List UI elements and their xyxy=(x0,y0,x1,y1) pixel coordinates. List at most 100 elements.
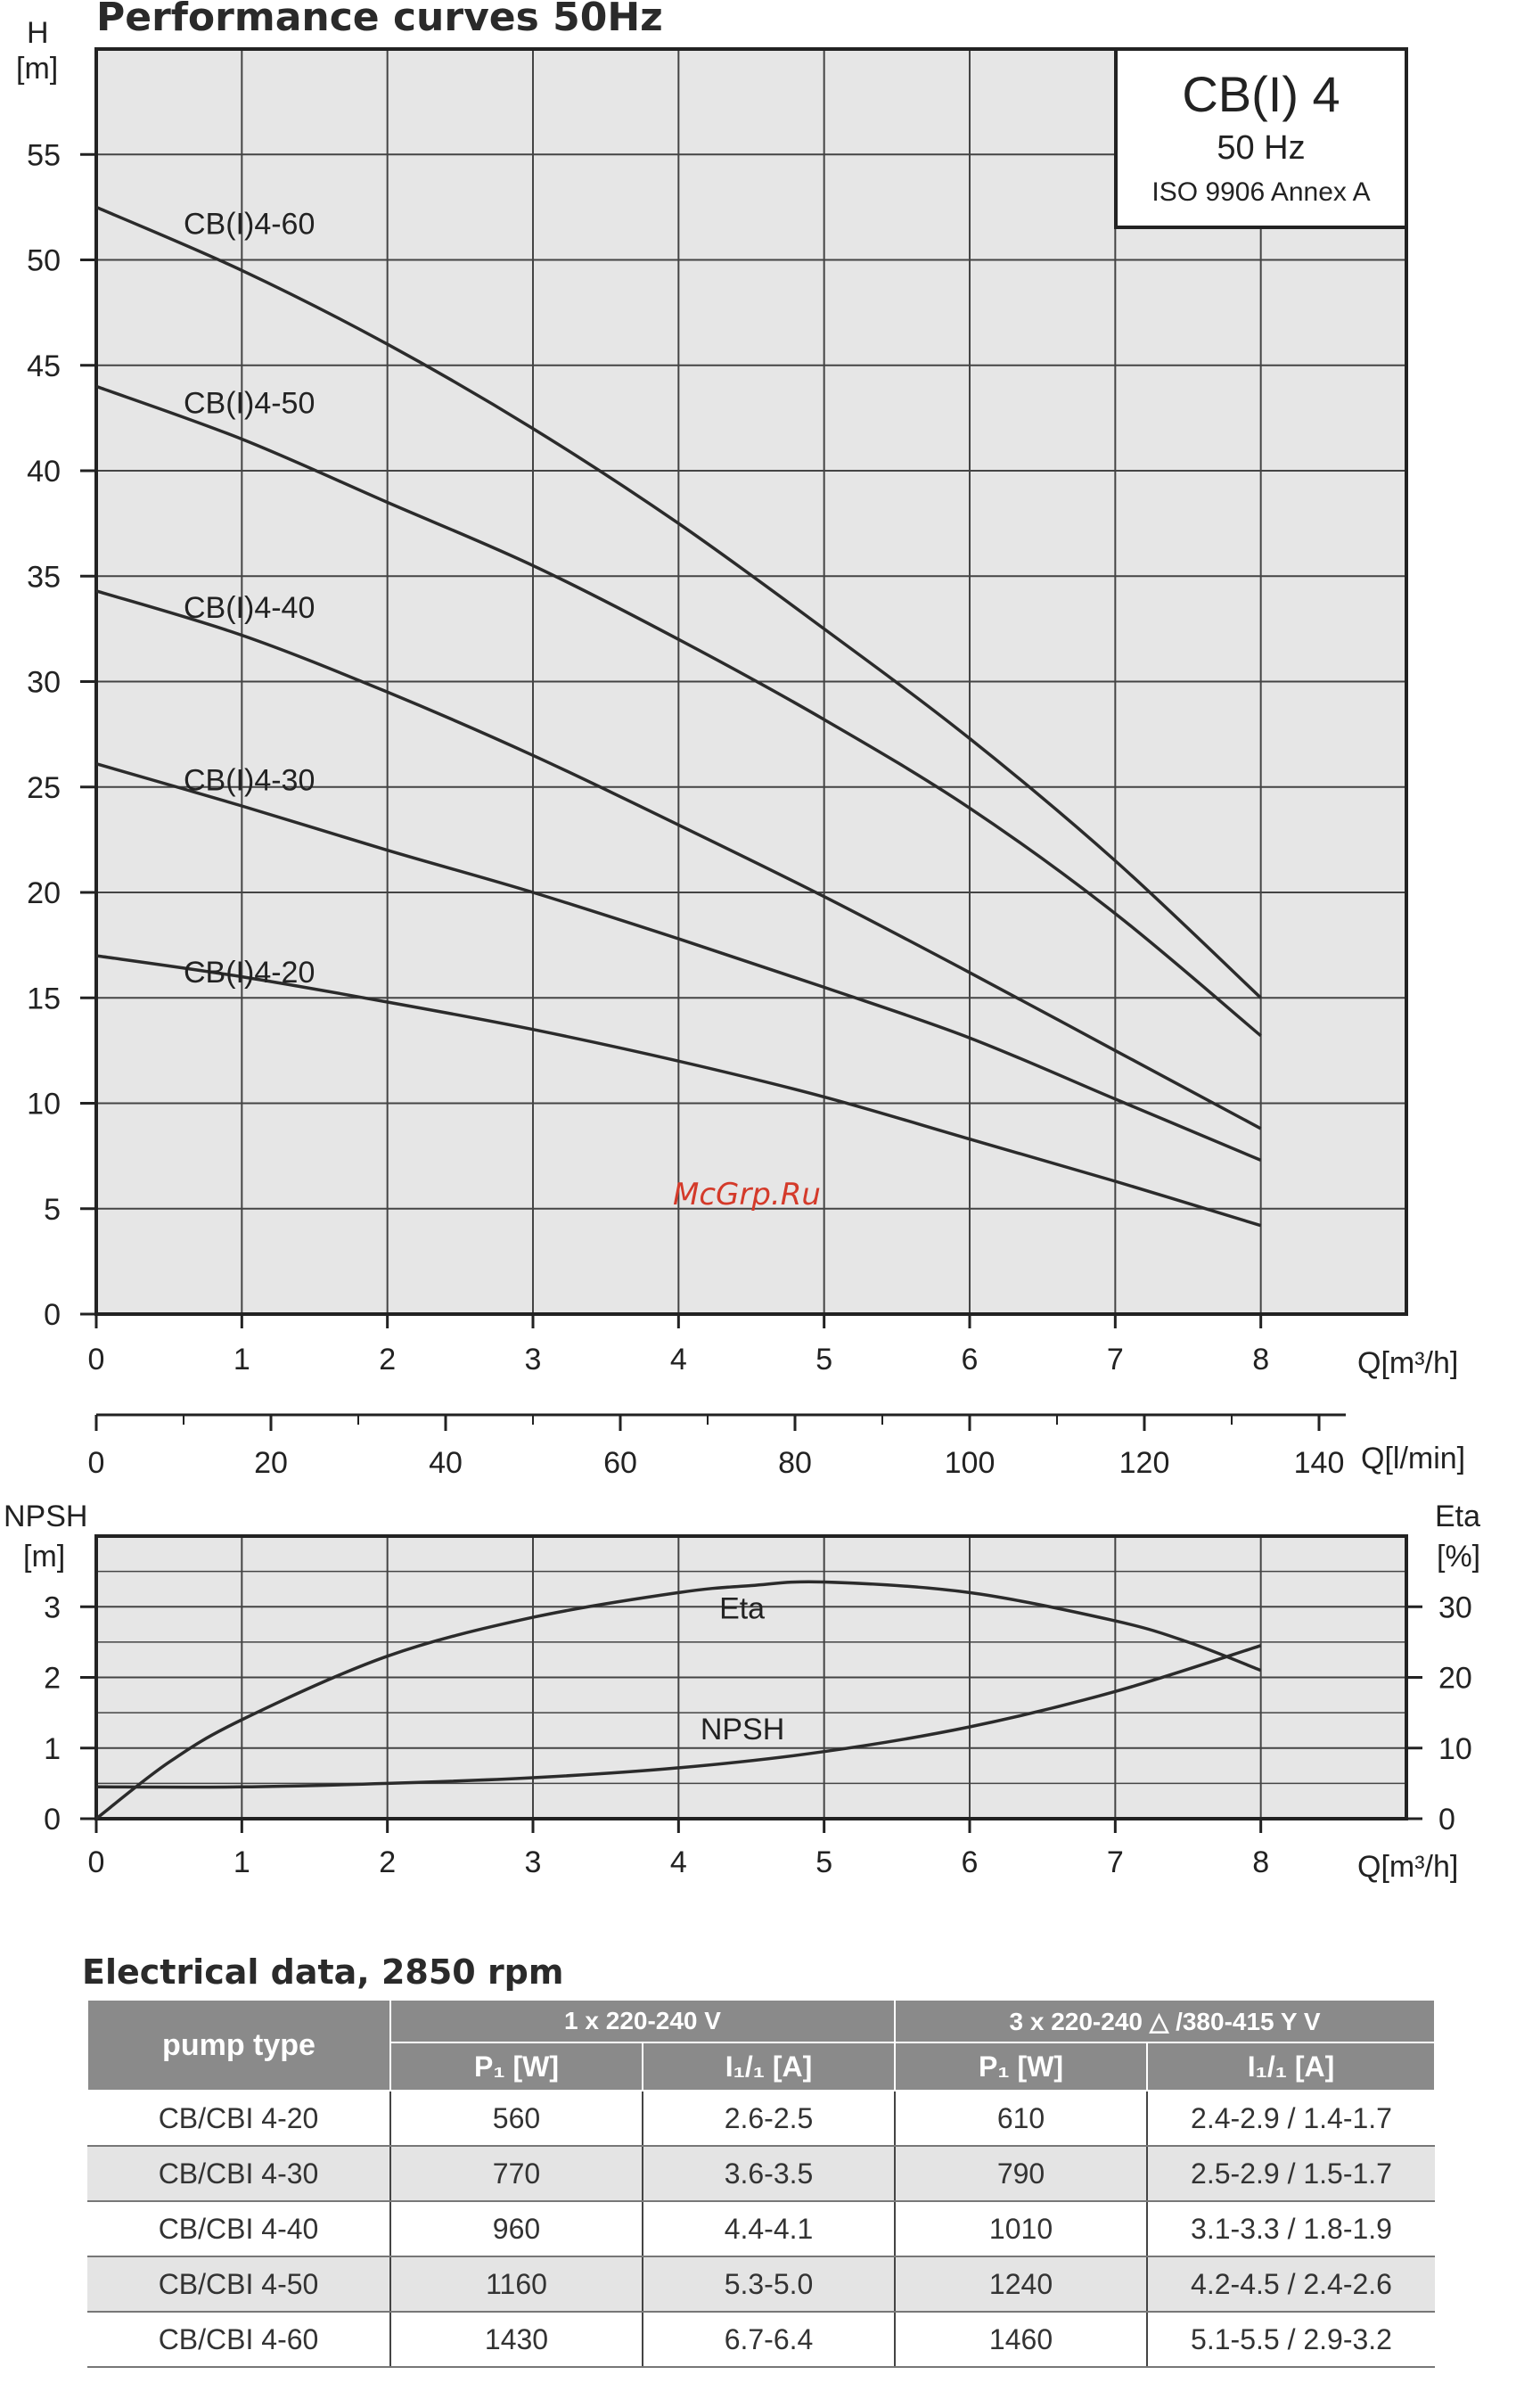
eta-axis-unit: [%] xyxy=(1437,1540,1480,1574)
x-tick-label: 6 xyxy=(962,1343,979,1377)
npsh-x-tick-label: 2 xyxy=(379,1845,396,1879)
main-y-ticks: 0 5 10 15 20 25 30 35 40 45 50 55 xyxy=(27,138,96,1332)
main-x-axis-label: Q[m³/h] xyxy=(1357,1346,1458,1380)
eta-y-ticks: 0 10 20 30 xyxy=(1406,1590,1472,1837)
eta-y-tick-label: 10 xyxy=(1438,1732,1472,1766)
npsh-x-tick-label: 0 xyxy=(88,1845,105,1879)
x-tick-label: 5 xyxy=(815,1343,832,1377)
y-tick-label: 35 xyxy=(27,560,61,594)
cell-p1-single: 560 xyxy=(389,2091,643,2147)
npsh-y-ticks: 0 1 2 3 xyxy=(44,1590,96,1837)
lmin-axis: 0 20 40 60 80 100 120 140 Q[l/min] xyxy=(88,1413,1465,1480)
watermark: McGrp.Ru xyxy=(673,1177,821,1212)
series-line-cb-i-4-40 xyxy=(95,589,1262,1130)
series-line-cb-i-4-50 xyxy=(95,384,1262,1038)
y-tick-label: 45 xyxy=(27,349,61,383)
npsh-x-tick-label: 7 xyxy=(1107,1845,1124,1879)
lmin-tick-label: 120 xyxy=(1119,1446,1170,1480)
main-x-ticks: 0 1 2 3 4 5 6 7 8 xyxy=(88,1314,1269,1377)
lmin-tick-label: 60 xyxy=(603,1446,637,1480)
cell-pump-type: CB/CBI 4-20 xyxy=(87,2091,390,2147)
series-line-npsh xyxy=(95,1644,1262,1789)
x-tick-label: 8 xyxy=(1252,1343,1269,1377)
eta-y-tick-label: 20 xyxy=(1438,1662,1472,1696)
cell-i-three: 5.1-5.5 / 2.9-3.2 xyxy=(1146,2312,1436,2368)
cell-p1-three: 610 xyxy=(894,2091,1148,2147)
y-tick-label: 5 xyxy=(44,1193,61,1227)
main-chart-title: Performance curves 50Hz xyxy=(96,0,663,40)
series-label-cb-i-4-40: CB(I)4-40 xyxy=(184,591,315,625)
legend-model: CB(I) 4 xyxy=(1182,66,1340,122)
cell-i-three: 2.5-2.9 / 1.5-1.7 xyxy=(1146,2146,1436,2202)
cell-i-single: 3.6-3.5 xyxy=(641,2146,896,2202)
x-tick-label: 3 xyxy=(525,1343,542,1377)
main-y-axis-label-unit: [m] xyxy=(16,52,58,86)
cell-i-single: 4.4-4.1 xyxy=(641,2201,896,2257)
cell-pump-type: CB/CBI 4-50 xyxy=(87,2256,390,2313)
cell-p1-single: 1430 xyxy=(389,2312,643,2368)
cell-pump-type: CB/CBI 4-30 xyxy=(87,2146,390,2202)
npsh-x-tick-label: 1 xyxy=(234,1845,250,1879)
lmin-tick-label: 140 xyxy=(1294,1446,1345,1480)
table-row: CB/CBI 4-50 1160 5.3-5.0 1240 4.2-4.5 / … xyxy=(87,2256,1436,2313)
table-row: CB/CBI 4-40 960 4.4-4.1 1010 3.1-3.3 / 1… xyxy=(87,2201,1436,2257)
y-tick-label: 20 xyxy=(27,876,61,910)
series-label-cb-i-4-30: CB(I)4-30 xyxy=(184,764,315,798)
y-tick-label: 55 xyxy=(27,138,61,172)
header-i-single: I₁/₁ [A] xyxy=(641,2042,897,2092)
lmin-tick-label: 0 xyxy=(88,1446,105,1480)
npsh-y-tick-label: 1 xyxy=(44,1732,61,1766)
y-tick-label: 40 xyxy=(27,455,61,489)
legend-frequency: 50 Hz xyxy=(1217,129,1305,167)
series-line-eta xyxy=(94,1580,1262,1820)
cell-p1-three: 1460 xyxy=(894,2312,1148,2368)
y-tick-label: 0 xyxy=(44,1298,61,1332)
cell-i-three: 2.4-2.9 / 1.4-1.7 xyxy=(1146,2091,1436,2147)
lmin-tick-label: 40 xyxy=(429,1446,463,1480)
npsh-x-axis-label: Q[m³/h] xyxy=(1357,1850,1458,1884)
lmin-tick-label: 80 xyxy=(778,1446,812,1480)
main-series xyxy=(95,205,1262,1228)
charts-canvas: Performance curves 50Hz H [m] 0510152025… xyxy=(4,0,1480,1884)
npsh-x-tick-label: 5 xyxy=(815,1845,832,1879)
cell-p1-single: 960 xyxy=(389,2201,643,2257)
header-p1-single: P₁ [W] xyxy=(389,2042,643,2092)
npsh-axis-unit: [m] xyxy=(23,1540,65,1574)
header-pump-type: pump type xyxy=(86,1999,391,2092)
cell-p1-three: 790 xyxy=(894,2146,1148,2202)
header-single-phase: 1 x 220-240 V xyxy=(389,1999,897,2043)
y-tick-label: 50 xyxy=(27,244,61,278)
npsh-x-tick-label: 8 xyxy=(1252,1845,1269,1879)
y-tick-label: 30 xyxy=(27,666,61,700)
npsh-x-tick-label: 4 xyxy=(670,1845,687,1879)
npsh-eta-series xyxy=(94,1580,1262,1820)
x-tick-label: 1 xyxy=(234,1343,250,1377)
npsh-x-ticks: 0 1 2 3 4 5 6 7 8 xyxy=(88,1819,1269,1879)
npsh-y-tick-label: 3 xyxy=(44,1590,61,1624)
x-tick-label: 0 xyxy=(88,1343,105,1377)
series-label-cb-i-4-60: CB(I)4-60 xyxy=(184,207,315,241)
eta-y-tick-label: 30 xyxy=(1438,1590,1472,1624)
y-tick-label: 25 xyxy=(27,771,61,805)
electrical-data-title: Electrical data, 2850 rpm xyxy=(82,1952,564,1992)
npsh-axis-label: NPSH xyxy=(4,1500,87,1533)
npsh-x-tick-label: 3 xyxy=(525,1845,542,1879)
lmin-tick-label: 20 xyxy=(254,1446,288,1480)
cell-p1-three: 1240 xyxy=(894,2256,1148,2313)
cell-i-three: 4.2-4.5 / 2.4-2.6 xyxy=(1146,2256,1436,2313)
table-row: CB/CBI 4-30 770 3.6-3.5 790 2.5-2.9 / 1.… xyxy=(87,2146,1436,2202)
cell-i-single: 5.3-5.0 xyxy=(641,2256,896,2313)
series-label-npsh: NPSH xyxy=(701,1713,784,1746)
x-tick-label: 4 xyxy=(670,1343,687,1377)
series-line-cb-i-4-60 xyxy=(95,205,1262,999)
cell-i-single: 6.7-6.4 xyxy=(641,2312,896,2368)
npsh-y-tick-label: 2 xyxy=(44,1662,61,1696)
npsh-x-tick-label: 6 xyxy=(962,1845,979,1879)
main-y-axis-label-symbol: H xyxy=(27,16,49,50)
cell-p1-single: 1160 xyxy=(389,2256,643,2313)
cell-pump-type: CB/CBI 4-40 xyxy=(87,2201,390,2257)
cell-pump-type: CB/CBI 4-60 xyxy=(87,2312,390,2368)
series-label-cb-i-4-50: CB(I)4-50 xyxy=(184,386,315,420)
series-label-cb-i-4-20: CB(I)4-20 xyxy=(184,956,315,990)
chart-legend-box: CB(I) 4 50 Hz ISO 9906 Annex A xyxy=(1114,47,1408,229)
